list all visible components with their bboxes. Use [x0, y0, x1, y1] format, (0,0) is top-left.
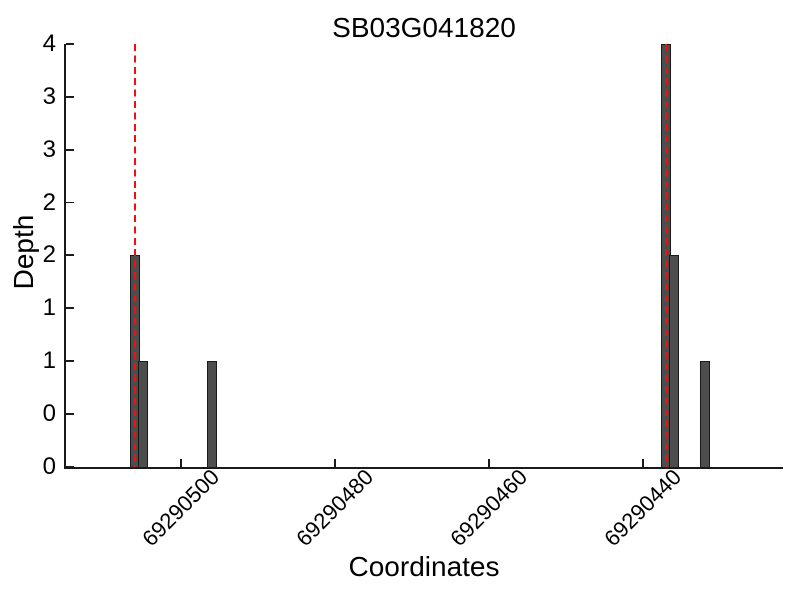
x-tick — [488, 459, 490, 467]
chart-title: SB03G041820 — [332, 12, 516, 43]
y-tick-label: 3 — [42, 135, 56, 163]
y-tick-label: 2 — [42, 241, 56, 269]
y-tick — [66, 360, 74, 362]
depth-bar — [668, 255, 679, 468]
gene-boundary-line — [664, 44, 668, 467]
y-axis-line — [64, 43, 66, 469]
y-tick — [66, 254, 74, 257]
y-tick-label: 1 — [42, 346, 56, 374]
depth-bar — [206, 360, 217, 468]
depth-bar — [699, 360, 710, 468]
x-tick-label: 69290500 — [137, 464, 225, 552]
y-tick-label: 0 — [42, 399, 56, 427]
y-tick — [66, 465, 74, 468]
y-tick-label: 0 — [42, 452, 56, 480]
y-tick — [66, 148, 74, 151]
x-axis-label: Coordinates — [348, 551, 500, 582]
x-tick-label: 69290440 — [599, 464, 687, 552]
x-tick-label: 69290480 — [291, 464, 379, 552]
x-tick-label: 69290460 — [445, 464, 533, 552]
x-tick — [334, 459, 336, 467]
y-tick — [66, 43, 74, 45]
x-tick — [642, 459, 644, 467]
y-tick-label: 4 — [42, 30, 56, 58]
gene-boundary-line — [133, 44, 137, 467]
x-axis-line — [64, 466, 783, 469]
x-tick — [180, 459, 182, 467]
y-tick-label: 3 — [42, 82, 56, 110]
y-tick — [66, 412, 74, 415]
y-tick — [66, 307, 74, 309]
y-tick — [66, 201, 74, 204]
y-tick-label: 1 — [42, 294, 56, 322]
y-tick — [66, 96, 74, 98]
depth-bar — [137, 360, 148, 468]
y-tick-label: 2 — [42, 188, 56, 216]
